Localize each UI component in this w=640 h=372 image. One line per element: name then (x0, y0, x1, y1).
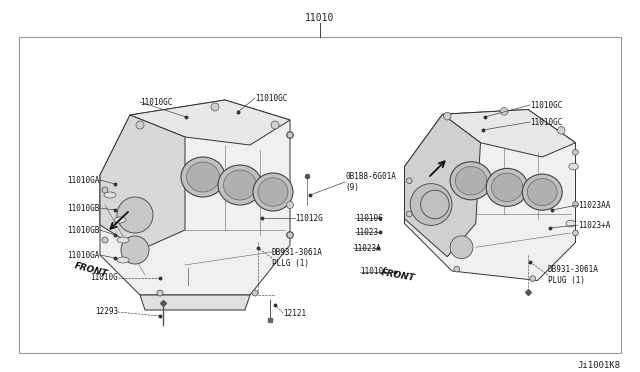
Ellipse shape (181, 157, 225, 197)
Ellipse shape (117, 237, 129, 243)
Ellipse shape (492, 173, 523, 202)
Circle shape (252, 290, 258, 296)
Circle shape (406, 211, 412, 217)
Ellipse shape (522, 174, 562, 210)
Text: 11023: 11023 (355, 228, 378, 237)
Circle shape (420, 190, 449, 219)
Circle shape (410, 184, 452, 225)
Text: 11010GA: 11010GA (68, 250, 100, 260)
Ellipse shape (253, 173, 293, 211)
Text: FRONT: FRONT (74, 261, 109, 279)
Polygon shape (100, 100, 290, 295)
Circle shape (500, 108, 508, 115)
Circle shape (287, 131, 294, 138)
Text: 11023+A: 11023+A (578, 221, 611, 230)
Circle shape (102, 237, 108, 243)
Text: 11010GB: 11010GB (68, 203, 100, 212)
Circle shape (406, 178, 412, 184)
Circle shape (102, 187, 108, 193)
Circle shape (444, 112, 451, 120)
Circle shape (454, 266, 460, 272)
Bar (19, 37, 621, 353)
Text: 11012G: 11012G (295, 214, 323, 222)
Polygon shape (130, 100, 290, 145)
Text: FRONT: FRONT (381, 268, 416, 283)
Circle shape (287, 231, 294, 238)
Text: 11010GB: 11010GB (68, 225, 100, 234)
Circle shape (287, 202, 294, 208)
Ellipse shape (527, 179, 557, 206)
Text: 11010G: 11010G (90, 273, 118, 282)
Circle shape (157, 290, 163, 296)
Circle shape (271, 121, 279, 129)
Text: 11010GC: 11010GC (255, 93, 287, 103)
Text: 12293: 12293 (95, 308, 118, 317)
Text: 0B1B8-6G01A
(9): 0B1B8-6G01A (9) (345, 172, 396, 192)
Text: 11010C: 11010C (355, 214, 383, 222)
Text: 11010: 11010 (305, 13, 335, 23)
Ellipse shape (258, 178, 288, 206)
Circle shape (530, 276, 536, 282)
Text: 12121: 12121 (283, 308, 306, 317)
Polygon shape (140, 295, 250, 310)
Text: 11023A: 11023A (353, 244, 381, 253)
Circle shape (121, 236, 149, 264)
Text: 11010C: 11010C (360, 267, 388, 276)
Ellipse shape (104, 192, 116, 198)
Circle shape (287, 132, 293, 138)
Circle shape (557, 126, 565, 134)
Circle shape (117, 197, 153, 233)
Circle shape (573, 202, 579, 207)
Text: DB931-3061A
PLUG (1): DB931-3061A PLUG (1) (548, 265, 599, 285)
Ellipse shape (566, 220, 575, 227)
Ellipse shape (486, 169, 528, 206)
Ellipse shape (218, 165, 262, 205)
Text: DB931-3061A
PLLG (1): DB931-3061A PLLG (1) (272, 248, 323, 268)
Polygon shape (404, 109, 575, 280)
Ellipse shape (223, 170, 257, 200)
Text: 11010GC: 11010GC (530, 118, 563, 126)
Ellipse shape (117, 257, 129, 263)
Text: 11010GC: 11010GC (140, 97, 172, 106)
Circle shape (211, 103, 219, 111)
Polygon shape (404, 114, 481, 257)
Text: Ji1001K8: Ji1001K8 (578, 360, 621, 369)
Circle shape (573, 230, 579, 236)
Ellipse shape (455, 167, 486, 195)
Ellipse shape (114, 217, 126, 223)
Circle shape (136, 121, 144, 129)
Polygon shape (100, 115, 185, 250)
Ellipse shape (450, 162, 492, 200)
Ellipse shape (569, 163, 579, 170)
Text: 11010GC: 11010GC (530, 100, 563, 109)
Circle shape (287, 232, 293, 238)
Ellipse shape (186, 162, 220, 192)
Text: 11023AA: 11023AA (578, 201, 611, 209)
Circle shape (573, 150, 579, 155)
Circle shape (450, 236, 473, 259)
Text: 11010GA: 11010GA (68, 176, 100, 185)
Polygon shape (442, 109, 575, 157)
